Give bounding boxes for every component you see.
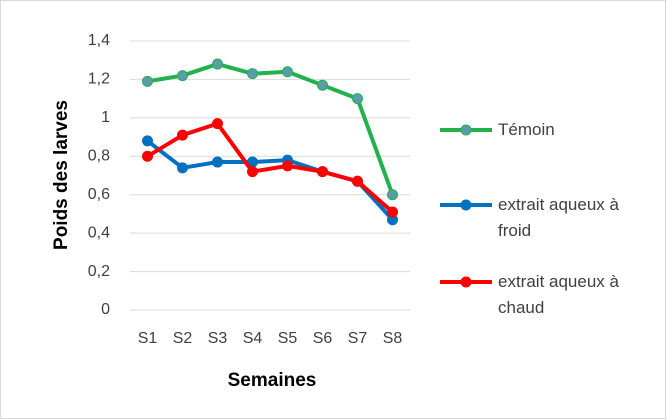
legend-label: extrait aqueux à froid (498, 195, 619, 240)
data-point (142, 150, 153, 162)
data-point (352, 93, 363, 105)
data-point (177, 129, 188, 141)
x-tick-label: S5 (278, 330, 298, 347)
data-point (247, 68, 258, 80)
data-point (282, 160, 293, 172)
data-point (282, 66, 293, 78)
legend-marker (460, 199, 472, 211)
data-point (177, 70, 188, 82)
x-tick-label: S2 (173, 330, 193, 347)
legend-label: extrait aqueux à chaud (498, 272, 619, 317)
data-point (212, 58, 223, 70)
data-point (317, 79, 328, 91)
series-line (146, 121, 394, 214)
data-point (177, 162, 188, 174)
series-line (147, 62, 395, 196)
legend-marker (460, 276, 472, 288)
x-axis-title: Semaines (228, 370, 317, 391)
y-tick-label: 0 (101, 301, 110, 318)
data-point (247, 166, 258, 178)
y-tick-label: 0,2 (88, 263, 110, 280)
y-tick-label: 0,6 (88, 186, 110, 203)
data-point (212, 156, 223, 168)
y-tick-label: 1,2 (88, 71, 110, 88)
data-point (212, 118, 223, 130)
y-tick-label: 0,8 (88, 148, 110, 165)
y-axis-title: Poids des larves (51, 100, 72, 250)
data-point (317, 166, 328, 178)
x-tick-label: S6 (313, 330, 333, 347)
data-point (142, 135, 153, 147)
data-point (142, 75, 153, 87)
data-point (387, 206, 398, 218)
x-tick-label: S7 (348, 330, 368, 347)
x-tick-label: S3 (208, 330, 228, 347)
data-point (352, 175, 363, 187)
legend-label: Témoin (498, 120, 555, 139)
y-tick-label: 1,4 (88, 32, 110, 49)
y-tick-label: 1 (101, 109, 110, 126)
x-tick-label: S4 (243, 330, 263, 347)
data-point (387, 189, 398, 201)
legend-marker (460, 124, 472, 136)
x-tick-label: S1 (138, 330, 158, 347)
y-tick-label: 0,4 (88, 224, 110, 241)
x-tick-label: S8 (383, 330, 403, 347)
